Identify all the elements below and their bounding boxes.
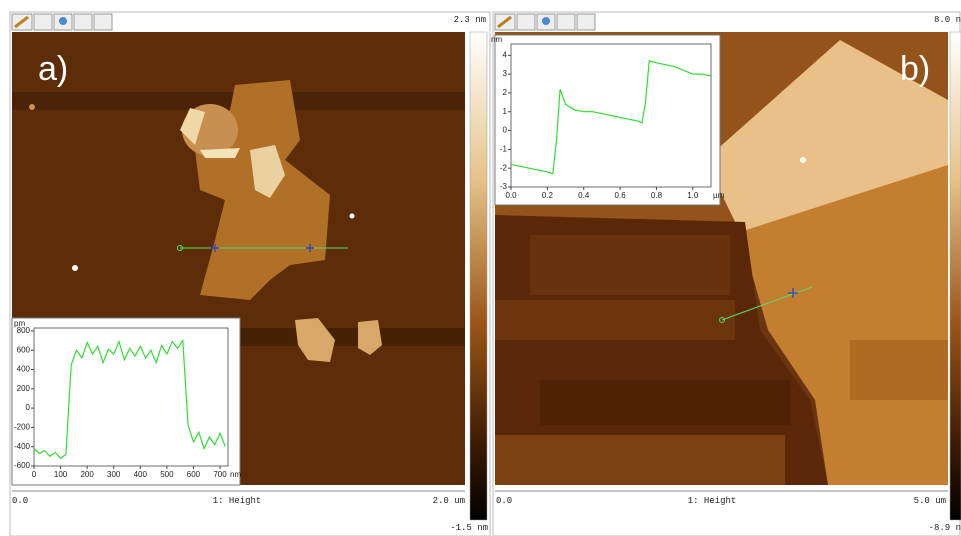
tool-button[interactable] xyxy=(34,14,52,30)
screen: 2.3 nm a) 0.0 1: Height 2.0 um -1.5 nm xyxy=(0,0,961,536)
tool-button[interactable] xyxy=(557,14,575,30)
x-unit: µm xyxy=(713,191,725,200)
tool-icon xyxy=(542,17,550,25)
x-end: 5.0 um xyxy=(914,496,946,506)
tool-button[interactable] xyxy=(74,14,92,30)
x-tick-label: 0 xyxy=(32,470,37,479)
x-tick-label: 300 xyxy=(107,470,121,479)
x-start: 0.0 xyxy=(496,496,512,506)
x-tick-label: 400 xyxy=(134,470,148,479)
x-unit: nm xyxy=(230,470,241,479)
scale-min: -8.9 n xyxy=(929,523,961,533)
y-unit: nm xyxy=(491,35,502,44)
y-tick-label: 2 xyxy=(503,88,508,97)
y-tick-label: 0 xyxy=(26,403,31,412)
toolbar xyxy=(12,14,112,30)
x-tick-label: 0.0 xyxy=(505,191,517,200)
color-scale xyxy=(950,32,961,520)
y-tick-label: 400 xyxy=(17,365,31,374)
tool-button[interactable] xyxy=(94,14,112,30)
y-tick-label: -400 xyxy=(14,442,31,451)
y-tick-label: 0 xyxy=(503,126,508,135)
y-tick-label: 600 xyxy=(17,345,31,354)
x-tick-label: 0.2 xyxy=(542,191,554,200)
tool-button[interactable] xyxy=(577,14,595,30)
x-tick-label: 500 xyxy=(160,470,174,479)
x-end: 2.0 um xyxy=(433,496,465,506)
y-tick-label: -600 xyxy=(14,461,31,470)
channel: 1: Height xyxy=(213,496,262,506)
scale-max: 2.3 nm xyxy=(454,15,486,25)
color-scale xyxy=(470,32,487,520)
inset-box xyxy=(495,35,720,205)
x-tick-label: 700 xyxy=(213,470,227,479)
tool-button[interactable] xyxy=(517,14,535,30)
x-tick-label: 200 xyxy=(80,470,94,479)
x-tick-label: 0.8 xyxy=(651,191,663,200)
x-tick-label: 600 xyxy=(187,470,201,479)
panel-label: a) xyxy=(38,50,68,88)
scale-max: 8.0 n xyxy=(934,15,961,25)
panel-label: b) xyxy=(900,50,930,88)
x-tick-label: 100 xyxy=(54,470,68,479)
x-tick-label: 1.0 xyxy=(687,191,699,200)
y-tick-label: 200 xyxy=(17,384,31,393)
y-unit: pm xyxy=(14,319,25,328)
y-tick-label: -3 xyxy=(500,182,508,191)
y-tick-label: 1 xyxy=(503,107,508,116)
x-start: 0.0 xyxy=(12,496,28,506)
y-tick-label: -200 xyxy=(14,423,31,432)
y-tick-label: -2 xyxy=(500,163,508,172)
scale-min: -1.5 nm xyxy=(450,523,488,533)
x-tick-label: 0.4 xyxy=(578,191,590,200)
toolbar xyxy=(495,14,595,30)
inset-box xyxy=(12,318,240,485)
tool-icon xyxy=(59,17,67,25)
y-tick-label: 3 xyxy=(503,69,508,78)
channel: 1: Height xyxy=(688,496,737,506)
y-tick-label: 4 xyxy=(503,50,508,59)
y-tick-label: -1 xyxy=(500,144,508,153)
x-tick-label: 0.6 xyxy=(615,191,627,200)
